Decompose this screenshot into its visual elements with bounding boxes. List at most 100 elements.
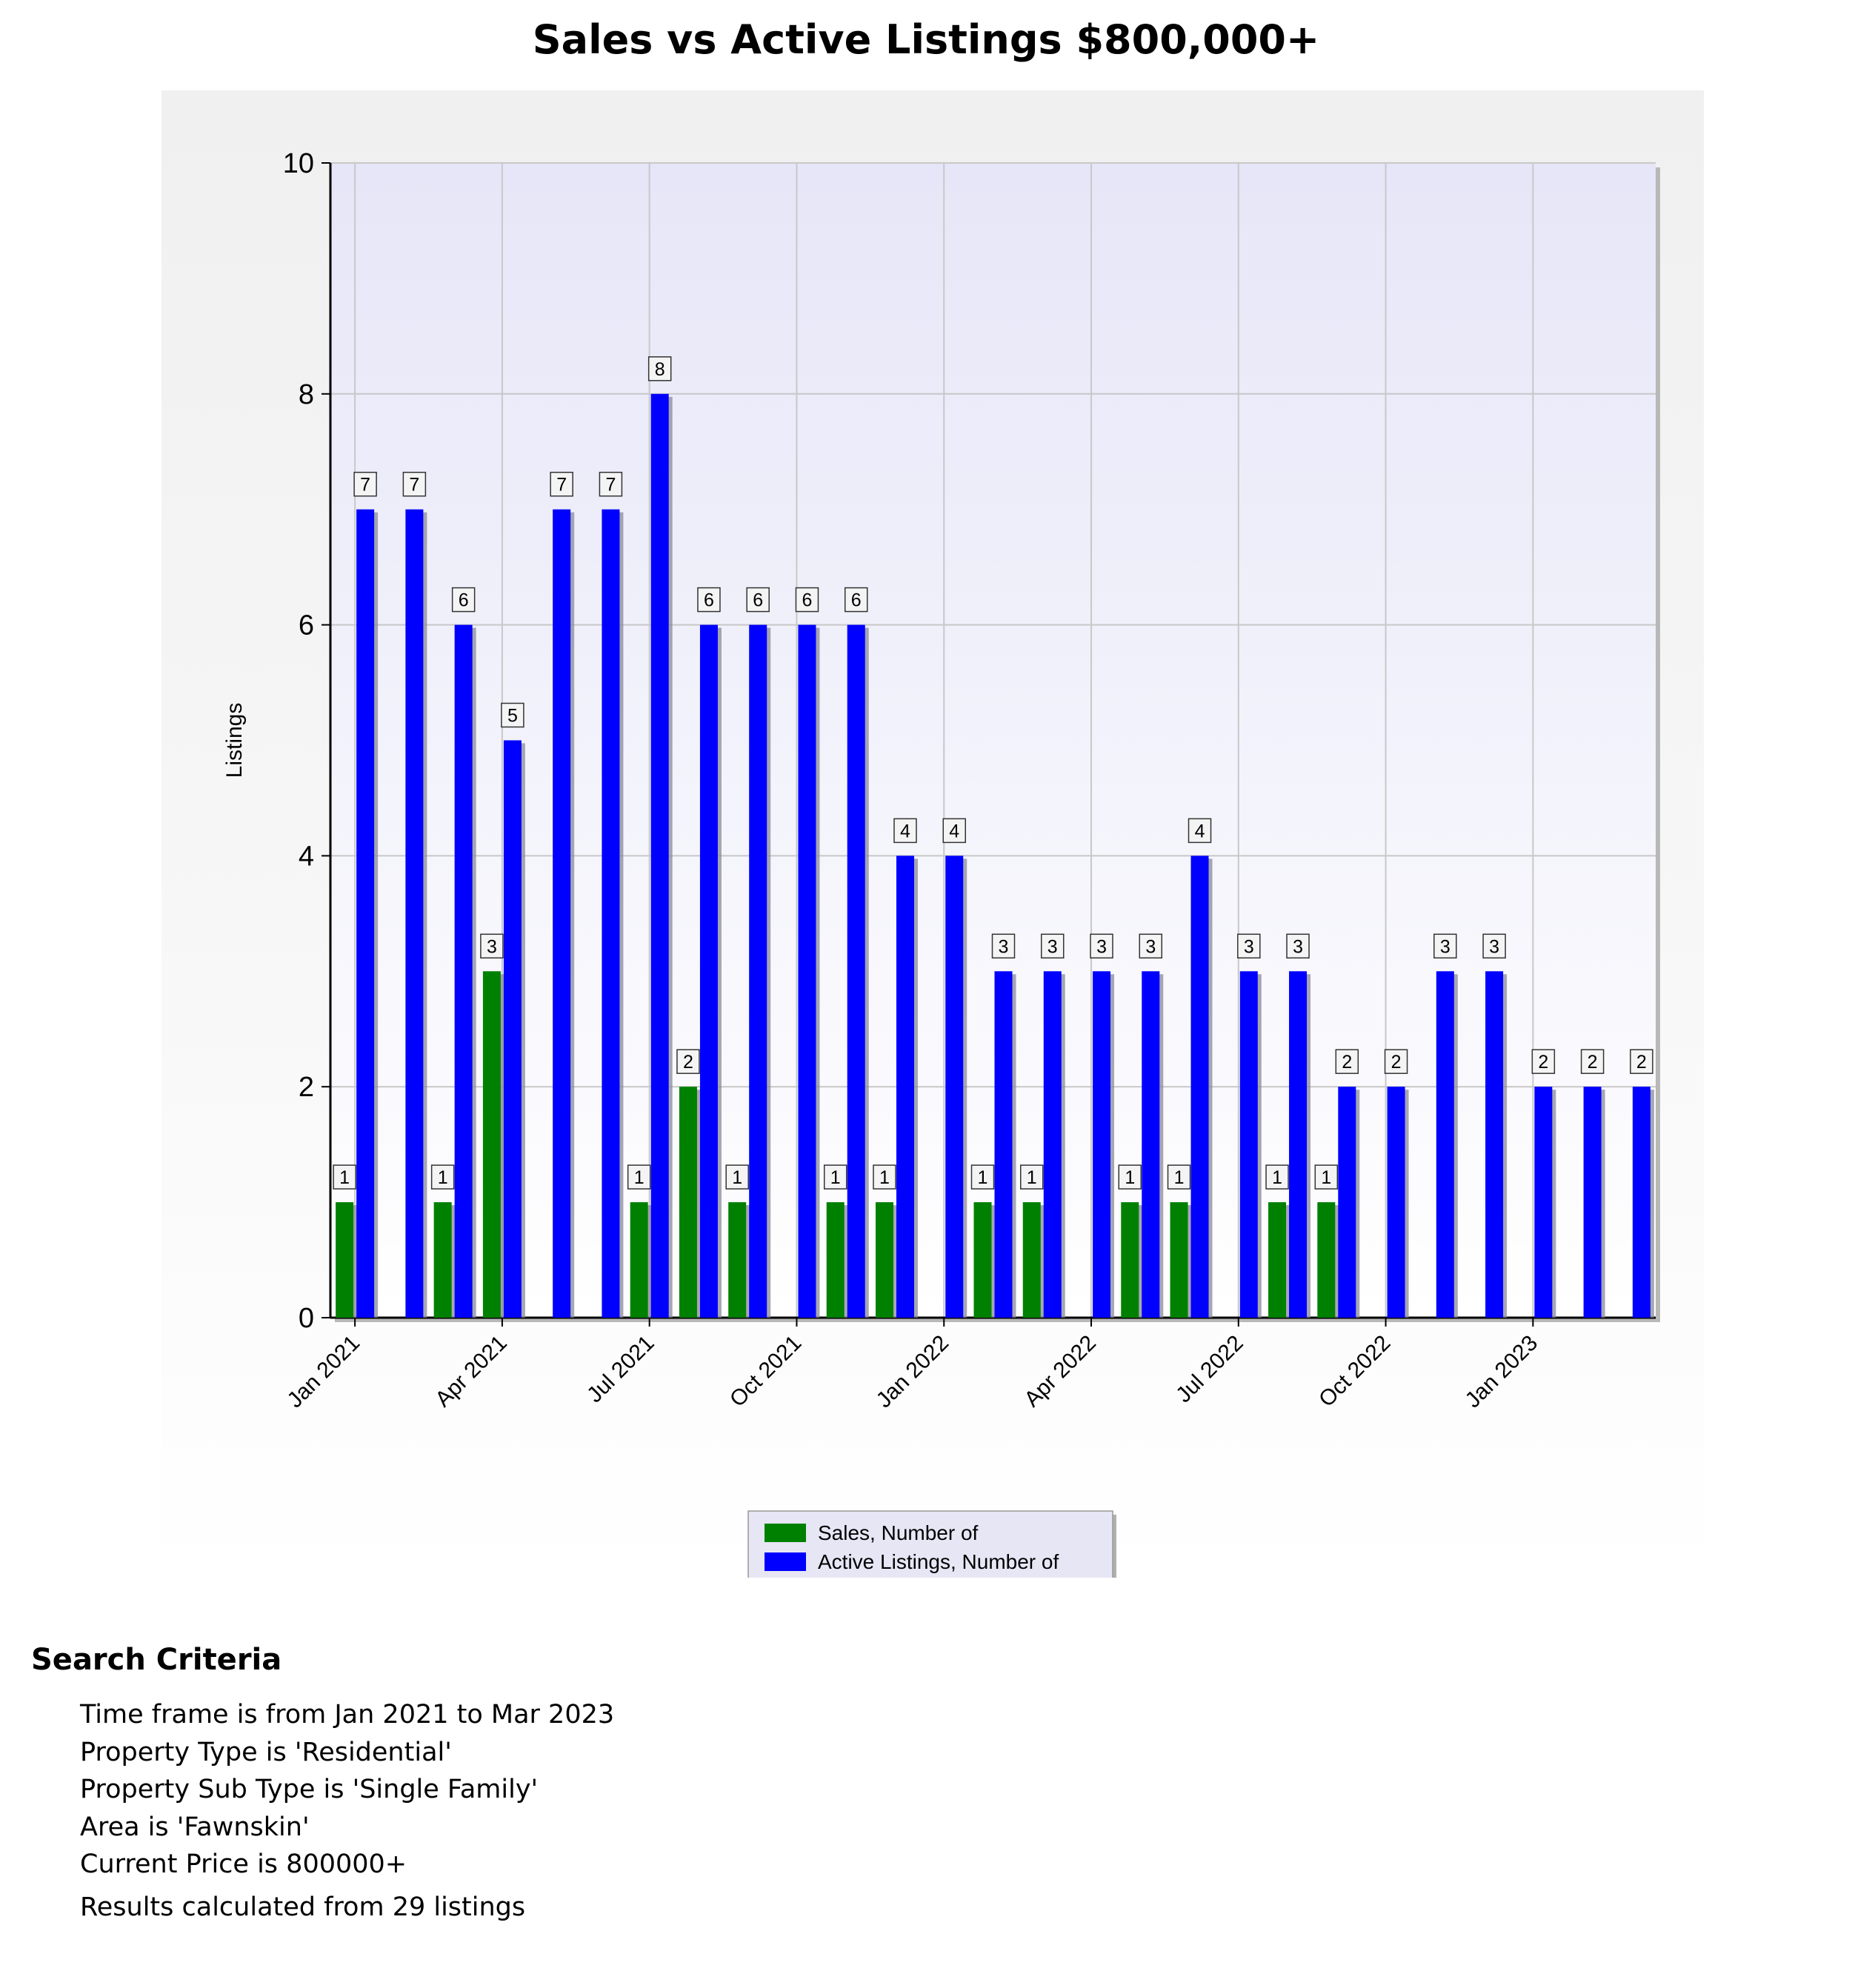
active-listings-bar: [650, 393, 669, 1318]
sales-bar: [826, 1202, 845, 1318]
sales-bar: [875, 1202, 893, 1318]
data-label-box: [1041, 933, 1065, 959]
y-tick-label: 10: [283, 148, 314, 179]
x-tick-label: Jan 2021: [282, 1331, 364, 1413]
data-label-box: [402, 471, 427, 497]
data-label: 7: [409, 475, 419, 496]
sales-bar: [1121, 1202, 1139, 1318]
active-listings-bar: [1043, 971, 1062, 1318]
y-tick-label: 6: [299, 610, 314, 641]
data-label: 2: [1588, 1052, 1598, 1073]
data-label: 2: [1636, 1052, 1647, 1073]
active-listings-bar: [503, 740, 522, 1318]
sales-bar: [973, 1202, 992, 1318]
data-label: 1: [339, 1167, 350, 1188]
chart-title: Sales vs Active Listings $800,000+: [532, 16, 1320, 63]
legend-swatch: [765, 1524, 806, 1542]
data-label-box: [550, 471, 573, 497]
data-label: 2: [1391, 1052, 1402, 1073]
active-listings-bar: [1338, 1087, 1356, 1318]
active-listings-bar: [1436, 971, 1454, 1318]
sales-bar: [1268, 1202, 1287, 1318]
data-label-box: [353, 471, 377, 497]
active-listings-bar: [454, 624, 473, 1318]
data-label-box: [970, 1164, 995, 1190]
x-tick-label: Apr 2022: [1020, 1331, 1101, 1412]
data-label-box: [873, 1164, 896, 1190]
data-label: 1: [1027, 1167, 1037, 1188]
data-label-box: [1384, 1049, 1408, 1074]
active-listings-bar: [405, 509, 424, 1318]
data-label: 1: [1125, 1167, 1135, 1188]
active-listings-bar: [1632, 1087, 1651, 1318]
data-label: 6: [802, 590, 813, 611]
data-label: 1: [1272, 1167, 1282, 1188]
sales-bar: [630, 1202, 648, 1318]
x-tick-label: Jan 2023: [1461, 1331, 1543, 1413]
data-label: 2: [1342, 1052, 1352, 1073]
sales-bar: [1022, 1202, 1041, 1318]
data-label-box: [1265, 1164, 1289, 1190]
data-label-box: [1090, 933, 1113, 959]
search-criteria-heading: Search Criteria: [31, 1643, 282, 1677]
data-label-box: [430, 1164, 455, 1190]
data-label-box: [697, 587, 721, 613]
active-listings-bar: [749, 624, 767, 1318]
active-listings-bar: [553, 509, 571, 1318]
data-label-box: [627, 1164, 651, 1190]
data-label-box: [1286, 933, 1310, 959]
active-listings-bar: [1583, 1087, 1602, 1318]
sales-bar: [433, 1202, 452, 1318]
data-label-box: [844, 587, 868, 613]
search-criteria-list: Time frame is from Jan 2021 to Mar 2023 …: [80, 1696, 614, 1884]
legend-label: Active Listings, Number of: [818, 1550, 1059, 1573]
data-label-box: [1580, 1049, 1605, 1074]
active-listings-bar: [699, 624, 718, 1318]
active-listings-bar: [1142, 971, 1160, 1318]
data-label: 7: [556, 475, 567, 496]
sales-bar: [336, 1202, 354, 1318]
data-label-box: [795, 587, 819, 613]
data-label: 6: [753, 590, 763, 611]
data-label: 4: [949, 821, 959, 841]
x-tick-label: Jul 2022: [1171, 1331, 1248, 1408]
data-label: 6: [459, 590, 469, 611]
data-label-box: [1020, 1164, 1044, 1190]
x-tick-label: Jan 2022: [872, 1331, 954, 1413]
active-listings-bar: [1534, 1087, 1553, 1318]
data-label-box: [1188, 818, 1212, 844]
legend: [747, 1510, 1113, 1578]
data-label-box: [599, 471, 623, 497]
data-label: 1: [438, 1167, 448, 1188]
legend-swatch: [765, 1552, 806, 1571]
data-label: 2: [1538, 1052, 1548, 1073]
sales-bar: [1170, 1202, 1188, 1318]
chart-panel: 0 2 4 6 8 10 Jan 2021 Apr 2021 Jul 2021 Oct 2021 J…: [161, 90, 1704, 1578]
data-label: 3: [999, 936, 1009, 957]
y-axis-label: Listings: [222, 703, 247, 778]
sales-bar: [679, 1087, 697, 1318]
data-label-box: [823, 1164, 847, 1190]
y-tick-label: 2: [299, 1072, 314, 1103]
sales-bar: [1317, 1202, 1336, 1318]
data-label: 3: [1293, 936, 1303, 957]
data-label: 1: [732, 1167, 742, 1188]
data-label: 2: [683, 1052, 693, 1073]
y-tick-label: 0: [299, 1303, 314, 1334]
data-label-box: [1237, 933, 1261, 959]
data-label: 3: [1489, 936, 1499, 957]
sales-bar: [482, 971, 501, 1318]
data-label-box: [1630, 1049, 1653, 1074]
data-label: 3: [1244, 936, 1254, 957]
data-label: 4: [900, 821, 910, 841]
data-label: 7: [605, 475, 616, 496]
active-listings-bar: [1387, 1087, 1405, 1318]
active-listings-bar: [1289, 971, 1308, 1318]
data-label-box: [746, 587, 770, 613]
data-label: 3: [487, 936, 497, 957]
active-listings-bar: [847, 624, 865, 1318]
active-listings-bar: [798, 624, 816, 1318]
plot-area: [330, 163, 1656, 1318]
data-label-box: [1139, 933, 1163, 959]
data-label-box: [1314, 1164, 1339, 1190]
